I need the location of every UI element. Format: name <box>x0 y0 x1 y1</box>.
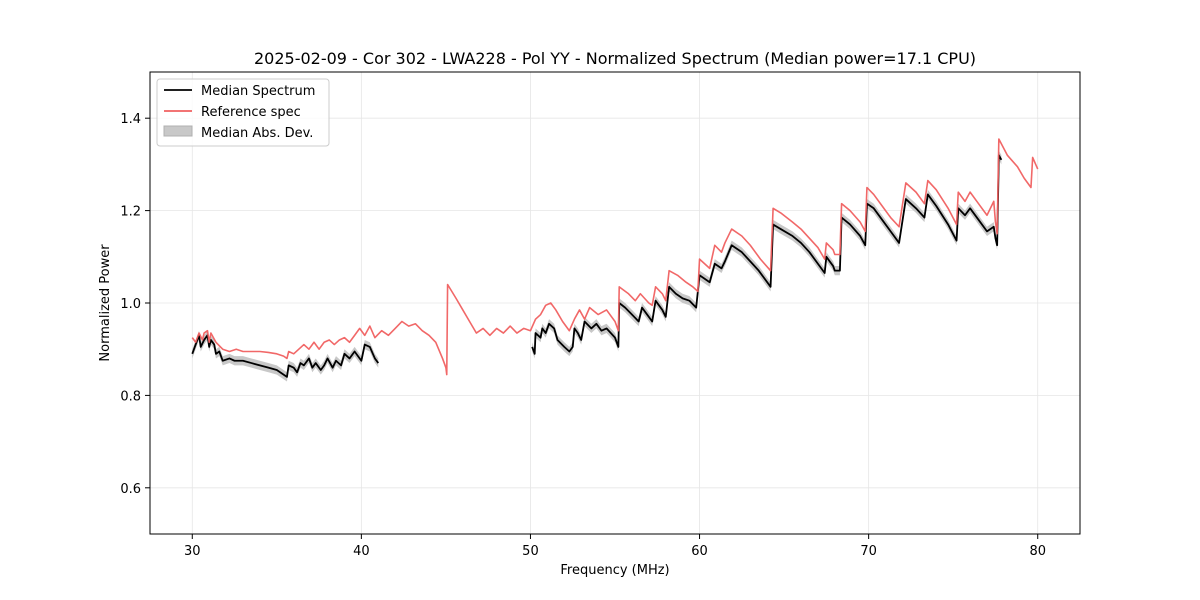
legend-reference-spec-label: Reference spec <box>201 105 301 120</box>
x-tick-label: 80 <box>1029 544 1046 559</box>
y-tick-label: 1.2 <box>120 205 141 220</box>
median-spectrum-line <box>531 154 1003 355</box>
chart-title: 2025-02-09 - Cor 302 - LWA228 - Pol YY -… <box>254 49 976 68</box>
y-axis-label: Normalized Power <box>98 244 113 362</box>
x-tick-label: 30 <box>184 544 201 559</box>
x-tick-label: 60 <box>691 544 708 559</box>
y-axis-ticks: 0.6 0.8 1.0 1.2 1.4 <box>120 112 150 497</box>
x-tick-label: 40 <box>353 544 370 559</box>
x-tick-label: 50 <box>522 544 539 559</box>
legend: Median Spectrum Reference spec Median Ab… <box>156 78 330 147</box>
x-axis-label: Frequency (MHz) <box>560 563 669 578</box>
median-spectrum-line <box>191 334 379 378</box>
x-tick-label: 70 <box>860 544 877 559</box>
legend-median-spectrum-label: Median Spectrum <box>201 84 315 99</box>
mad-band-segment <box>192 330 379 382</box>
reference-spec-line <box>191 138 1039 376</box>
x-axis-ticks: 30 40 50 60 70 80 <box>184 534 1046 559</box>
legend-mad-label: Median Abs. Dev. <box>201 126 313 141</box>
y-tick-label: 0.8 <box>120 389 141 404</box>
y-tick-label: 0.6 <box>120 482 141 497</box>
legend-box <box>156 78 330 147</box>
y-tick-label: 1.4 <box>120 112 141 127</box>
series-layer <box>191 138 1039 378</box>
legend-mad-swatch <box>163 125 193 137</box>
y-tick-label: 1.0 <box>120 297 141 312</box>
